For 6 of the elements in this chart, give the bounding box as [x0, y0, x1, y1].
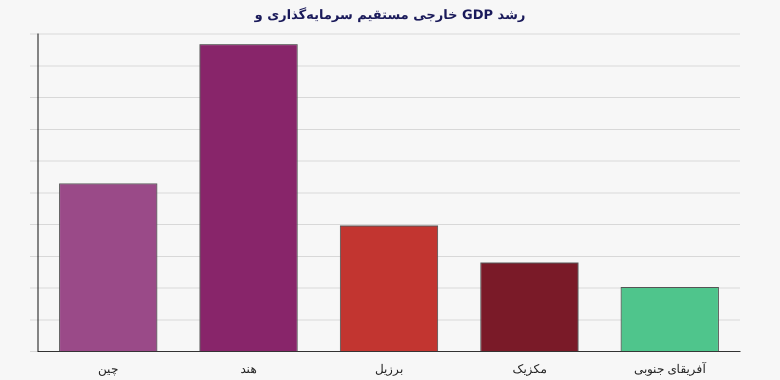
x-tick-label: آفریقای جنوبی: [634, 361, 706, 376]
x-tick-label: برزیل: [375, 362, 403, 376]
x-tick-label: چین: [98, 362, 118, 376]
x-tick-label: هند: [240, 362, 257, 376]
x-tick-label: مکزیک: [512, 362, 546, 376]
chart-title: رشد GDP خارجی مستقیم سرمایه‌گذاری و: [253, 6, 526, 25]
